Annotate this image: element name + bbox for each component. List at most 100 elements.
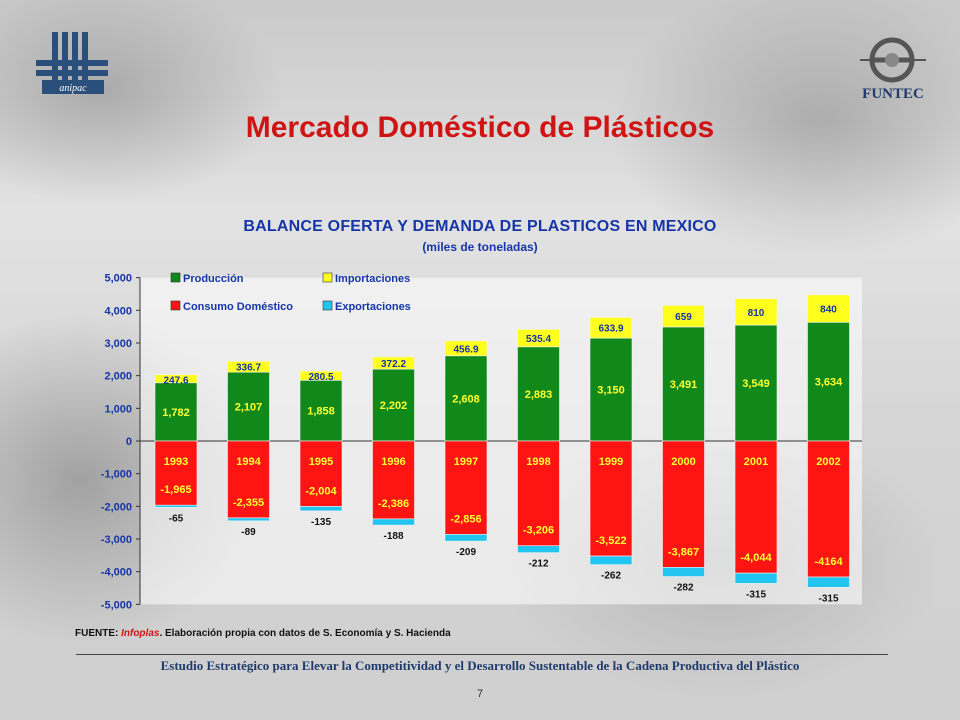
label-consumo: -2,004 — [305, 485, 337, 497]
legend-swatch — [322, 272, 333, 283]
anipac-logo: anipac — [34, 30, 110, 100]
label-importaciones: 280.5 — [308, 372, 333, 383]
bar-exportaciones — [662, 567, 705, 577]
bar-exportaciones — [734, 572, 778, 584]
bar-consumo — [734, 440, 778, 574]
label-importaciones: 336.7 — [236, 363, 261, 374]
bar-exportaciones — [299, 506, 343, 512]
bar-importaciones — [734, 298, 778, 326]
legend-swatch — [170, 272, 181, 283]
bar-importaciones — [807, 294, 850, 323]
bar-importaciones — [372, 356, 415, 370]
label-importaciones: 840 — [820, 305, 837, 316]
label-exportaciones: -212 — [528, 559, 548, 570]
category-label: 1996 — [381, 456, 405, 468]
bar-exportaciones — [227, 517, 270, 522]
y-tick-label: 4,000 — [104, 305, 132, 317]
funtec-logo-icon — [852, 36, 932, 106]
label-consumo: -1,965 — [160, 484, 191, 496]
bar-exportaciones — [154, 504, 198, 508]
label-produccion: 1,858 — [307, 406, 335, 418]
bar-produccion — [734, 324, 778, 442]
bar-importaciones — [589, 317, 633, 339]
bar-exportaciones — [372, 518, 415, 526]
bar-importaciones — [444, 340, 488, 357]
category-label: 2002 — [816, 456, 840, 468]
legend-label: Consumo Doméstico — [183, 301, 293, 313]
label-consumo: -4,044 — [740, 552, 772, 564]
label-exportaciones: -262 — [601, 571, 621, 582]
label-produccion: 2,608 — [452, 393, 480, 405]
bar-importaciones — [227, 360, 270, 373]
label-consumo: -3,206 — [523, 525, 554, 537]
legend-swatch — [322, 300, 333, 311]
label-importaciones: 535.4 — [526, 334, 551, 345]
y-tick-label: 1,000 — [104, 403, 132, 415]
bar-consumo — [662, 440, 705, 568]
chart-subtitle: (miles de toneladas) — [422, 240, 538, 254]
bar-produccion — [299, 379, 343, 442]
bar-importaciones — [662, 305, 705, 328]
label-importaciones: 810 — [748, 308, 765, 319]
label-exportaciones: -89 — [241, 527, 256, 538]
source-highlight: Infoplas — [121, 628, 160, 639]
legend-label: Importaciones — [335, 273, 410, 285]
label-produccion: 1,782 — [162, 407, 190, 419]
bar-produccion — [227, 371, 270, 442]
label-exportaciones: -209 — [456, 547, 476, 558]
label-produccion: 2,202 — [380, 400, 408, 412]
source-rest: . Elaboración propia con datos de S. Eco… — [159, 628, 451, 639]
bar-consumo — [589, 440, 633, 557]
label-exportaciones: -65 — [169, 513, 184, 524]
bar-importaciones — [517, 329, 560, 348]
label-exportaciones: -188 — [383, 531, 403, 542]
label-produccion: 3,150 — [597, 385, 625, 397]
bar-consumo — [372, 440, 415, 520]
category-label: 2000 — [671, 456, 695, 468]
source-prefix: FUENTE: — [75, 628, 122, 639]
y-tick-label: 3,000 — [104, 338, 132, 350]
label-importaciones: 372.2 — [381, 359, 406, 370]
label-consumo: -3,522 — [595, 535, 626, 547]
label-importaciones: 633.9 — [598, 324, 623, 335]
svg-text:anipac: anipac — [59, 83, 87, 94]
footer-text: Estudio Estratégico para Elevar la Compe… — [160, 658, 800, 673]
bar-importaciones — [299, 370, 343, 381]
category-label: 1993 — [164, 456, 188, 468]
label-produccion: 3,491 — [670, 379, 698, 391]
bar-exportaciones — [807, 576, 850, 588]
label-importaciones: 659 — [675, 312, 692, 323]
bar-consumo — [299, 440, 343, 507]
bar-produccion — [662, 326, 705, 442]
label-exportaciones: -315 — [746, 589, 766, 600]
label-exportaciones: -135 — [311, 517, 331, 528]
y-tick-label: -3,000 — [101, 534, 132, 546]
bar-consumo — [444, 440, 488, 535]
category-label: 1995 — [309, 456, 333, 468]
bar-importaciones — [154, 374, 198, 384]
y-tick-label: -5,000 — [101, 599, 132, 611]
footer-divider — [76, 654, 888, 655]
y-tick-label: 2,000 — [104, 371, 132, 383]
label-produccion: 3,634 — [815, 377, 843, 389]
page-number: 7 — [476, 688, 484, 700]
y-tick-label: 0 — [126, 436, 132, 448]
y-tick-label: -1,000 — [101, 469, 132, 481]
category-label: 1998 — [526, 456, 550, 468]
bar-exportaciones — [444, 534, 488, 542]
label-exportaciones: -282 — [673, 583, 693, 594]
slide-title: Mercado Doméstico de Plásticos — [245, 111, 715, 144]
y-tick-label: -4,000 — [101, 567, 132, 579]
bar-consumo — [154, 440, 198, 506]
bar-exportaciones — [589, 555, 633, 565]
chart-title: BALANCE OFERTA Y DEMANDA DE PLASTICOS EN… — [243, 218, 717, 235]
label-consumo: -2,355 — [233, 497, 264, 509]
source-note: FUENTE: Infoplas. Elaboración propia con… — [75, 628, 451, 639]
bar-produccion — [517, 346, 560, 442]
label-consumo: -2,856 — [450, 513, 481, 525]
bar-consumo — [227, 440, 270, 519]
category-label: 1994 — [236, 456, 261, 468]
bar-produccion — [589, 337, 633, 442]
label-importaciones: 456.9 — [453, 344, 478, 355]
y-tick-label: -2,000 — [101, 501, 132, 513]
